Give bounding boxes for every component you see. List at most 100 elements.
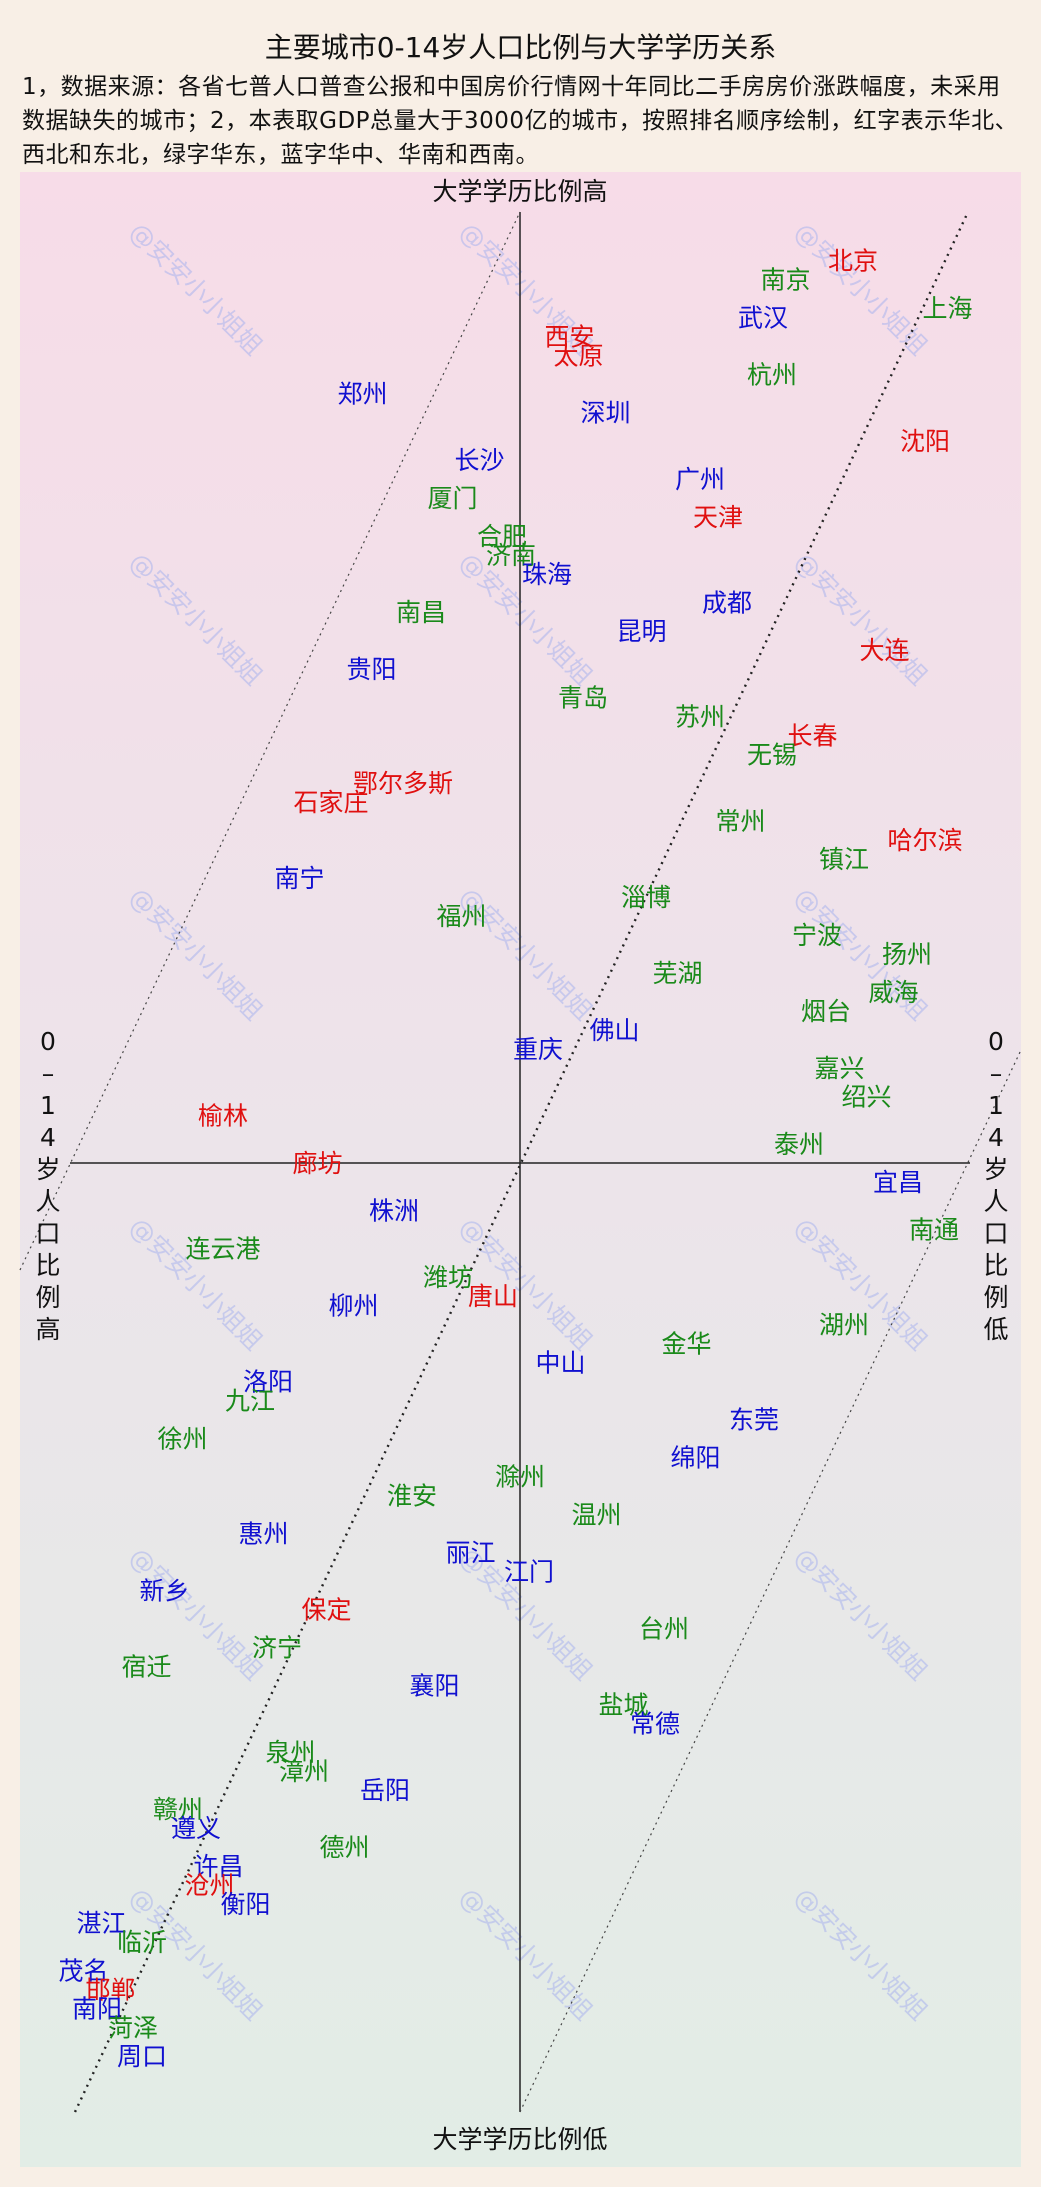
city-label: 连云港 <box>185 1235 260 1264</box>
chart-title: 主要城市0-14岁人口比例与大学学历关系 <box>264 31 777 64</box>
city-label: 泰州 <box>774 1130 824 1159</box>
x-axis-left-label: 0–1 4 岁人口比例高 <box>35 1027 60 1344</box>
city-label: 南阳 <box>72 1995 122 2024</box>
city-label: 德州 <box>319 1833 369 1862</box>
city-label: 杭州 <box>747 361 797 390</box>
city-label: 湛江 <box>76 1909 126 1938</box>
city-label: 许昌 <box>193 1852 243 1881</box>
city-label: 深圳 <box>580 399 630 428</box>
city-label: 岳阳 <box>360 1776 410 1805</box>
city-label: 惠州 <box>238 1520 288 1549</box>
y-axis-bottom-label: 大学学历比例低 <box>432 2125 607 2154</box>
city-label: 常州 <box>715 807 765 836</box>
city-label: 唐山 <box>468 1282 518 1311</box>
city-label: 绵阳 <box>670 1444 720 1473</box>
x-axis-right-label: 0–1 4 岁人口比例低 <box>983 1027 1008 1344</box>
city-label: 嘉兴 <box>814 1054 864 1083</box>
city-label: 盐城 <box>598 1691 648 1720</box>
city-label: 台州 <box>639 1615 689 1644</box>
city-label: 济南 <box>486 541 536 570</box>
city-label: 武汉 <box>738 304 788 333</box>
city-label: 南京 <box>760 266 810 295</box>
city-label: 临沂 <box>117 1928 167 1957</box>
city-label: 福州 <box>436 902 486 931</box>
city-label: 菏泽 <box>108 2014 158 2043</box>
city-label: 南通 <box>909 1216 959 1245</box>
city-label: 衡阳 <box>220 1890 270 1919</box>
city-label: 贵阳 <box>346 655 396 684</box>
city-label: 重庆 <box>513 1035 563 1064</box>
city-label: 九江 <box>225 1387 275 1416</box>
city-label: 柳州 <box>328 1292 378 1321</box>
city-label: 南昌 <box>396 598 446 627</box>
city-label: 洛阳 <box>243 1368 293 1397</box>
city-label: 绍兴 <box>841 1083 891 1112</box>
city-label: 榆林 <box>198 1102 248 1131</box>
city-label: 株洲 <box>369 1197 419 1226</box>
city-label: 威海 <box>868 978 918 1007</box>
city-label: 镇江 <box>819 845 869 874</box>
city-label: 烟台 <box>801 997 851 1026</box>
city-label: 茂名 <box>58 1957 108 1986</box>
city-label: 成都 <box>702 589 752 618</box>
chart-note: 1，数据来源：各省七普人口普查公报和中国房价行情网十年同比二手房房价涨跌幅度，未… <box>22 74 1019 168</box>
city-label: 无锡 <box>747 741 797 770</box>
y-axis-top-label: 大学学历比例高 <box>432 177 607 206</box>
city-label: 徐州 <box>157 1425 207 1454</box>
city-label: 襄阳 <box>409 1672 459 1701</box>
city-label: 沧州 <box>184 1871 234 1900</box>
city-label: 广州 <box>675 465 725 494</box>
city-label: 常德 <box>630 1710 680 1739</box>
city-label: 温州 <box>571 1501 621 1530</box>
city-label: 遵义 <box>171 1814 221 1843</box>
city-label: 宿迁 <box>121 1653 171 1682</box>
trend-line-lower <box>519 1049 1022 2113</box>
city-label: 佛山 <box>589 1016 639 1045</box>
city-label: 厦门 <box>427 484 477 513</box>
city-label: 新乡 <box>139 1577 189 1606</box>
city-label: 漳州 <box>279 1757 329 1786</box>
city-label: 珠海 <box>522 560 572 589</box>
city-label: 赣州 <box>153 1795 203 1824</box>
city-label: 芜湖 <box>652 959 702 988</box>
city-label: 中山 <box>535 1349 585 1378</box>
city-label: 邯郸 <box>85 1976 135 2005</box>
city-label: 廊坊 <box>292 1149 342 1178</box>
city-label: 湖州 <box>819 1311 869 1340</box>
city-label: 石家庄 <box>293 788 368 817</box>
city-label: 淄博 <box>621 883 671 912</box>
city-label: 金华 <box>661 1330 711 1359</box>
city-label: 淮安 <box>387 1482 437 1511</box>
city-label: 鄂尔多斯 <box>353 769 453 798</box>
city-label: 苏州 <box>675 703 725 732</box>
city-label: 江门 <box>504 1558 554 1587</box>
city-label: 合肥 <box>477 522 527 551</box>
city-label: 上海 <box>922 294 972 323</box>
city-label: 长春 <box>787 722 837 751</box>
city-label: 潍坊 <box>423 1263 473 1292</box>
city-label: 宜昌 <box>873 1168 923 1197</box>
city-label: 扬州 <box>882 940 932 969</box>
city-label: 昆明 <box>616 617 666 646</box>
city-label: 东莞 <box>729 1406 779 1435</box>
city-label: 大连 <box>859 636 909 665</box>
city-label: 丽江 <box>445 1539 495 1568</box>
city-label: 沈阳 <box>900 427 950 456</box>
city-label: 周口 <box>117 2042 167 2071</box>
city-label: 长沙 <box>454 446 504 475</box>
city-label: 天津 <box>693 503 743 532</box>
city-label: 西安 <box>544 323 594 352</box>
city-label: 哈尔滨 <box>887 826 962 855</box>
city-label: 宁波 <box>792 921 842 950</box>
city-label: 青岛 <box>558 684 608 713</box>
city-label: 滁州 <box>495 1463 545 1492</box>
city-label: 南宁 <box>274 864 324 893</box>
city-label: 保定 <box>301 1596 351 1625</box>
city-label: 太原 <box>553 342 603 371</box>
city-label: 济宁 <box>252 1634 302 1663</box>
city-label: 郑州 <box>337 380 387 409</box>
city-label: 泉州 <box>265 1738 315 1767</box>
city-label: 北京 <box>828 247 878 276</box>
